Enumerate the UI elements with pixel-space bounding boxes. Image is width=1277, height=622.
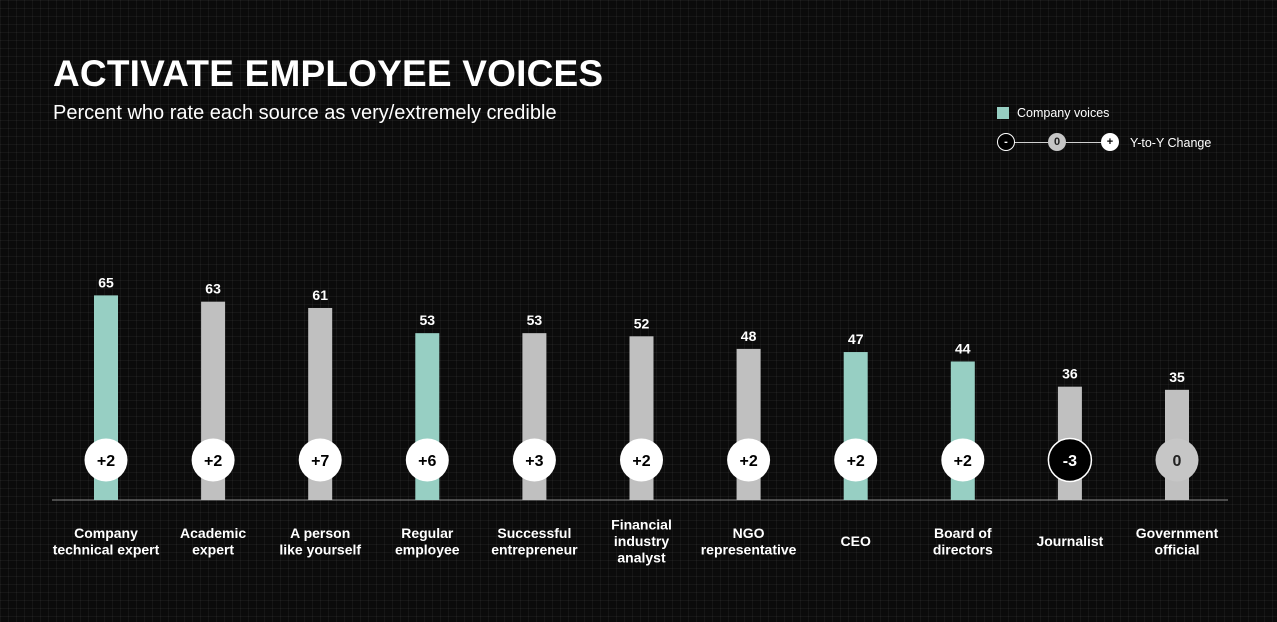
change-label: +2 [97, 453, 115, 470]
change-label: +2 [739, 453, 757, 470]
chart-title: ACTIVATE EMPLOYEE VOICES [53, 53, 604, 94]
change-label: +2 [954, 453, 972, 470]
bar-value-label: 53 [527, 312, 543, 328]
change-label: +2 [632, 453, 650, 470]
change-circle [727, 438, 771, 482]
change-circle [941, 438, 985, 482]
change-circle [191, 438, 235, 482]
x-tick-label: Journalist [1036, 533, 1103, 549]
x-tick-label: Regular employee [395, 525, 460, 558]
change-label: 0 [1173, 453, 1182, 470]
legend-company-swatch [997, 107, 1009, 119]
bar-value-label: 53 [420, 312, 436, 328]
x-tick-label: Successful entrepreneur [491, 525, 578, 558]
change-label: +3 [525, 453, 543, 470]
bar-value-label: 47 [848, 331, 864, 347]
change-circle [298, 438, 342, 482]
change-circle [834, 438, 878, 482]
bar-value-label: 48 [741, 328, 757, 344]
x-tick-label: Company technical expert [53, 525, 160, 558]
bar-value-label: 52 [634, 315, 650, 331]
x-tick-label: Board of directors [933, 525, 993, 558]
x-tick-label: NGO representative [701, 525, 797, 558]
change-circle [405, 438, 449, 482]
legend-company-label: Company voices [1017, 106, 1110, 120]
bar-value-label: 44 [955, 340, 971, 356]
change-circle [1155, 438, 1199, 482]
change-label: +2 [847, 453, 865, 470]
legend-change-label: Y-to-Y Change [1130, 136, 1212, 150]
legend-change: - 0 + Y-to-Y Change [995, 132, 1235, 154]
bar-value-label: 61 [312, 287, 328, 303]
bar-value-label: 63 [205, 281, 221, 297]
x-tick-label: CEO [841, 533, 871, 549]
change-circle [84, 438, 128, 482]
change-label: +2 [204, 453, 222, 470]
legend-negative-circle: - [997, 133, 1015, 151]
change-label: -3 [1063, 453, 1077, 470]
bar-value-label: 36 [1062, 366, 1078, 382]
change-label: +6 [418, 453, 436, 470]
change-circle [512, 438, 556, 482]
legend-positive-circle: + [1101, 133, 1119, 151]
x-tick-label: Government official [1136, 525, 1219, 558]
change-label: +7 [311, 453, 329, 470]
chart-subtitle: Percent who rate each source as very/ext… [53, 102, 557, 124]
legend-zero-circle: 0 [1048, 133, 1066, 151]
change-circle [620, 438, 663, 482]
change-circle [1047, 437, 1093, 483]
x-tick-label: Academic expert [180, 525, 246, 558]
bar-value-label: 65 [98, 274, 114, 290]
x-tick-label: Financial industry analyst [611, 517, 672, 566]
x-tick-label: A person like yourself [279, 525, 361, 558]
bar-value-label: 35 [1169, 369, 1185, 385]
